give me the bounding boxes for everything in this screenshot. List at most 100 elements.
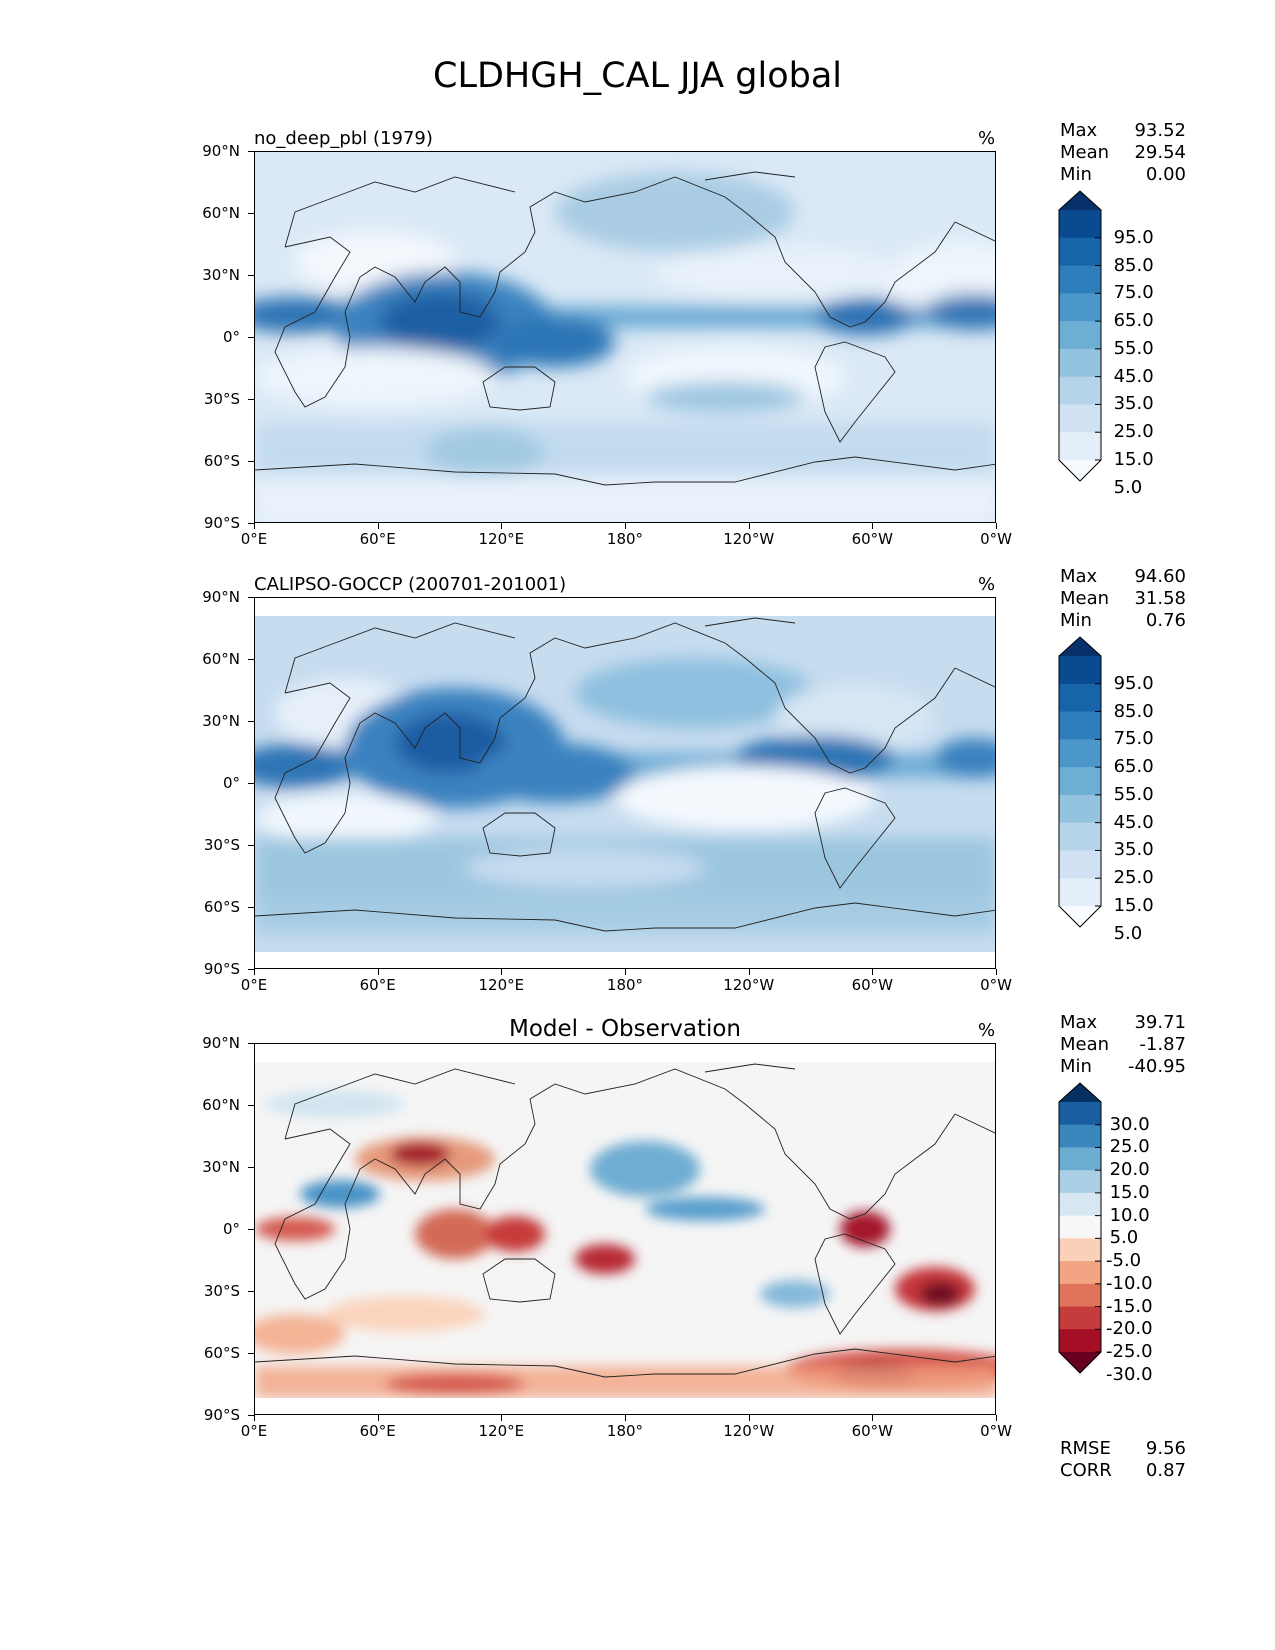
x-tick-label: 60°W bbox=[851, 976, 893, 994]
colorbar-segment bbox=[1059, 683, 1101, 713]
x-tick-mark bbox=[254, 523, 256, 529]
y-tick-label: 30°S bbox=[203, 836, 240, 854]
y-tick-mark bbox=[248, 659, 254, 661]
x-tick-label: 0°W bbox=[980, 530, 1012, 548]
colorbar-label: 5.0 bbox=[1110, 476, 1143, 498]
y-tick-mark bbox=[248, 1415, 254, 1417]
contour-map-difference bbox=[255, 1044, 995, 1414]
y-tick-label: 30°N bbox=[202, 712, 240, 730]
y-tick-label: 0° bbox=[222, 774, 240, 792]
stat-label: Max bbox=[1060, 120, 1098, 141]
x-tick-label: 60°W bbox=[851, 1422, 893, 1440]
x-tick-label: 120°E bbox=[478, 1422, 525, 1440]
colorbar bbox=[1058, 190, 1102, 482]
colorbar-label: 75.0 bbox=[1110, 282, 1154, 304]
y-tick-label: 90°S bbox=[203, 514, 240, 532]
x-tick-label: 0°E bbox=[240, 1422, 268, 1440]
colorbar-segment bbox=[1059, 656, 1101, 685]
units-label: % bbox=[978, 574, 996, 595]
x-tick-mark bbox=[377, 523, 379, 529]
y-tick-label: 60°N bbox=[202, 650, 240, 668]
units-label: % bbox=[978, 1020, 996, 1041]
x-tick-label: 60°E bbox=[359, 530, 396, 548]
y-tick-mark bbox=[248, 1229, 254, 1231]
colorbar-extend-max bbox=[1059, 191, 1101, 210]
y-tick-label: 60°S bbox=[203, 1344, 240, 1362]
stat-value: 29.54 bbox=[1134, 142, 1186, 163]
colorbar-segment bbox=[1059, 432, 1101, 461]
x-tick-mark bbox=[996, 523, 998, 529]
colorbar-segment bbox=[1059, 878, 1101, 907]
y-tick-mark bbox=[248, 845, 254, 847]
map-plot bbox=[254, 597, 996, 969]
colorbar-label: 25.0 bbox=[1110, 421, 1154, 443]
y-tick-label: 60°S bbox=[203, 898, 240, 916]
metrics-box: RMSE 9.56 CORR 0.87 bbox=[1060, 1438, 1186, 1482]
metric-row: RMSE 9.56 bbox=[1060, 1438, 1186, 1460]
stat-row: Min 0.76 bbox=[1060, 610, 1186, 632]
x-tick-mark bbox=[872, 969, 874, 975]
x-tick-label: 60°E bbox=[359, 976, 396, 994]
x-tick-label: 120°E bbox=[478, 976, 525, 994]
panel-title: no_deep_pbl (1979) bbox=[254, 128, 433, 149]
colorbar-extend-min bbox=[1059, 1352, 1101, 1373]
colorbar-label: 95.0 bbox=[1110, 672, 1154, 694]
x-tick-label: 180° bbox=[606, 1422, 644, 1440]
colorbar-label: 35.0 bbox=[1110, 393, 1154, 415]
colorbar-label: 55.0 bbox=[1110, 337, 1154, 359]
stats-box: Max 39.71 Mean -1.87 Min -40.95 bbox=[1060, 1012, 1186, 1078]
colorbar-label: 20.0 bbox=[1106, 1159, 1150, 1181]
stat-value: 93.52 bbox=[1134, 120, 1186, 141]
x-tick-mark bbox=[254, 969, 256, 975]
y-tick-mark bbox=[248, 337, 254, 339]
y-tick-label: 90°S bbox=[203, 1406, 240, 1424]
x-tick-mark bbox=[625, 969, 627, 975]
colorbar-segment bbox=[1059, 293, 1101, 322]
colorbar-label: 5.0 bbox=[1110, 922, 1143, 944]
colorbar-segment bbox=[1059, 404, 1101, 433]
stat-row: Max 39.71 bbox=[1060, 1012, 1186, 1034]
stat-value: 94.60 bbox=[1134, 566, 1186, 587]
y-tick-mark bbox=[248, 1043, 254, 1045]
stat-value: 0.00 bbox=[1145, 164, 1186, 185]
stat-value: 0.76 bbox=[1145, 610, 1186, 631]
colorbar-segment bbox=[1059, 1124, 1101, 1148]
x-tick-label: 60°E bbox=[359, 1422, 396, 1440]
panel-model: no_deep_pbl (1979) % bbox=[0, 120, 1275, 598]
x-tick-label: 120°W bbox=[723, 976, 775, 994]
stat-label: Min bbox=[1060, 164, 1092, 185]
y-tick-label: 60°N bbox=[202, 204, 240, 222]
stat-row: Min -40.95 bbox=[1060, 1056, 1186, 1078]
y-tick-mark bbox=[248, 1291, 254, 1293]
stat-row: Mean 29.54 bbox=[1060, 142, 1186, 164]
x-tick-label: 120°E bbox=[478, 530, 525, 548]
metric-label: CORR bbox=[1060, 1460, 1112, 1481]
y-tick-label: 30°S bbox=[203, 1282, 240, 1300]
colorbar-segment bbox=[1059, 739, 1101, 768]
metric-label: RMSE bbox=[1060, 1438, 1111, 1459]
colorbar-segment bbox=[1059, 767, 1101, 796]
y-tick-mark bbox=[248, 721, 254, 723]
colorbar-label: 75.0 bbox=[1110, 728, 1154, 750]
stat-label: Max bbox=[1060, 566, 1098, 587]
x-tick-mark bbox=[748, 1415, 750, 1421]
colorbar bbox=[1058, 1082, 1102, 1374]
y-tick-mark bbox=[248, 399, 254, 401]
panel-title: Model - Observation bbox=[508, 1016, 742, 1042]
colorbar-segment bbox=[1059, 1192, 1101, 1217]
x-tick-label: 0°E bbox=[240, 976, 268, 994]
y-tick-mark bbox=[248, 1353, 254, 1355]
y-tick-label: 60°S bbox=[203, 452, 240, 470]
colorbar-label: 15.0 bbox=[1106, 1181, 1150, 1203]
colorbar-segment bbox=[1059, 711, 1101, 740]
stats-box: Max 93.52 Mean 29.54 Min 0.00 bbox=[1060, 120, 1186, 186]
metric-value: 9.56 bbox=[1145, 1438, 1186, 1459]
colorbar-label: -15.0 bbox=[1106, 1295, 1153, 1317]
y-tick-label: 30°N bbox=[202, 266, 240, 284]
x-tick-label: 120°W bbox=[723, 530, 775, 548]
stat-row: Mean -1.87 bbox=[1060, 1034, 1186, 1056]
x-tick-mark bbox=[377, 969, 379, 975]
colorbar-label: 65.0 bbox=[1110, 310, 1154, 332]
panel-observation: CALIPSO-GOCCP (200701-201001) % bbox=[0, 566, 1275, 1044]
colorbar-label: 45.0 bbox=[1110, 811, 1154, 833]
